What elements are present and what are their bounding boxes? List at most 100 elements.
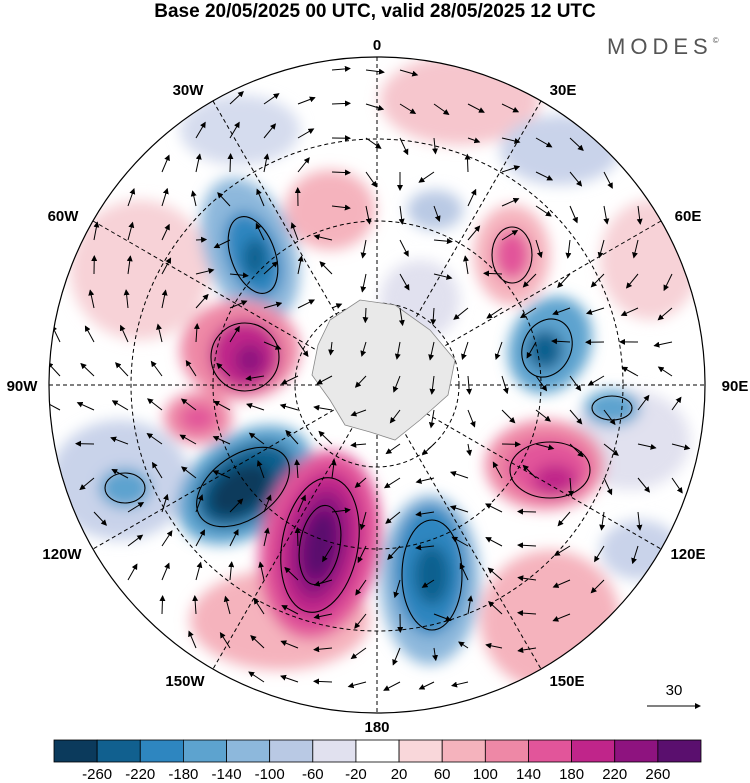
wind-arrow [362, 307, 369, 324]
wind-arrow [385, 443, 401, 455]
wind-arrow [151, 461, 163, 479]
wind-arrow [569, 137, 584, 151]
wind-arrow [459, 562, 469, 581]
height-contours [104, 216, 633, 631]
wind-arrow [263, 261, 279, 275]
wind-arrow [350, 409, 367, 417]
wind-arrow [632, 239, 639, 259]
wind-arrow [93, 221, 100, 241]
wind-arrow [195, 153, 202, 173]
wind-arrow [451, 681, 469, 688]
wind-arrow [553, 545, 571, 556]
colorbar-swatch [96, 739, 141, 763]
wind-arrow [213, 400, 231, 411]
wind-arrow [394, 341, 401, 360]
lon-label-0: 0 [373, 37, 381, 54]
wind-arrow [294, 459, 301, 479]
wind-arrow [360, 239, 367, 259]
wind-arrow [603, 171, 613, 189]
wind-arrow [365, 137, 382, 149]
wind-arrow [399, 137, 409, 156]
wind-arrow [331, 169, 351, 176]
wind-arrow [161, 257, 172, 275]
wind-arrow [385, 511, 401, 524]
anomaly-field [49, 57, 705, 713]
lon-label-90e: 90E [722, 378, 749, 395]
lon-label-120e: 120E [670, 546, 705, 563]
wind-arrow [535, 239, 543, 259]
wind-arrow [389, 409, 401, 424]
wind-arrow [248, 671, 265, 683]
wind-arrow [463, 255, 469, 275]
wind-arrow [551, 338, 571, 345]
wind-arrow [313, 234, 333, 241]
wind-arrow [467, 225, 481, 241]
wind-arrow [501, 375, 509, 395]
colorbar [53, 739, 702, 763]
wind-arrow [621, 366, 639, 377]
wind-arrow [466, 375, 473, 395]
wind-arrow [84, 325, 95, 343]
wind-arrow [213, 239, 231, 249]
wind-arrow [657, 307, 673, 321]
wind-arrow [428, 341, 435, 361]
lon-label-60e: 60E [675, 208, 702, 225]
wind-arrow [594, 545, 605, 563]
wind-arrow [331, 100, 351, 107]
wind-arrow [185, 359, 197, 377]
reference-vector: 30 [647, 682, 701, 709]
wind-arrow [263, 153, 270, 173]
wind-arrow [603, 409, 616, 426]
colorbar-swatch [528, 739, 573, 763]
wind-arrow [313, 579, 333, 587]
colorbar-swatch [269, 739, 314, 763]
wind-arrow [188, 630, 197, 649]
wind-arrow [535, 205, 552, 217]
wind-arrow [219, 631, 231, 649]
wind-arrow [316, 375, 333, 385]
wind-arrow [365, 68, 385, 75]
colorbar-swatch [226, 739, 271, 763]
wind-arrow [492, 461, 503, 479]
wind-arrow [322, 545, 333, 563]
wind-arrow [331, 507, 351, 514]
wind-arrow [552, 307, 571, 316]
wind-arrow [331, 65, 351, 72]
colorbar-tick-label: -220 [125, 766, 155, 783]
wind-arrow [313, 404, 333, 411]
wind-arrow [127, 221, 135, 241]
wind-arrow [464, 153, 471, 173]
wind-arrow [671, 477, 683, 494]
wind-arrow [449, 505, 469, 513]
wind-arrow [181, 466, 197, 479]
colorbar-tick-label: 220 [602, 766, 627, 783]
wind-arrow [467, 137, 481, 144]
wind-arrow [522, 273, 537, 288]
wind-arrow [453, 307, 469, 320]
wind-arrow [49, 401, 61, 411]
wind-arrow [127, 563, 138, 581]
wind-arrow [127, 534, 144, 547]
wind-arrow [429, 375, 436, 395]
wind-arrow [637, 394, 650, 411]
wind-arrow [229, 91, 244, 105]
map-title: Base 20/05/2025 00 UTC, valid 28/05/2025… [154, 1, 596, 22]
wind-arrow [279, 403, 299, 411]
wind-arrow [347, 681, 367, 689]
wind-arrow [501, 103, 520, 113]
wind-arrow [467, 595, 474, 615]
wind-arrow [517, 647, 537, 653]
wind-arrow [161, 562, 170, 581]
lon-label-30w: 30W [173, 82, 205, 99]
wind-arrow [161, 493, 169, 513]
colorbar-swatch [139, 739, 184, 763]
wind-arrow [430, 307, 437, 326]
wind-arrow [365, 103, 385, 111]
wind-arrow [216, 362, 231, 377]
wind-arrow [297, 299, 315, 309]
wind-arrow [569, 205, 578, 224]
wind-arrow [161, 289, 168, 309]
wind-arrow [603, 477, 613, 496]
colorbar-swatch [398, 739, 443, 763]
wind-arrow [246, 402, 265, 411]
